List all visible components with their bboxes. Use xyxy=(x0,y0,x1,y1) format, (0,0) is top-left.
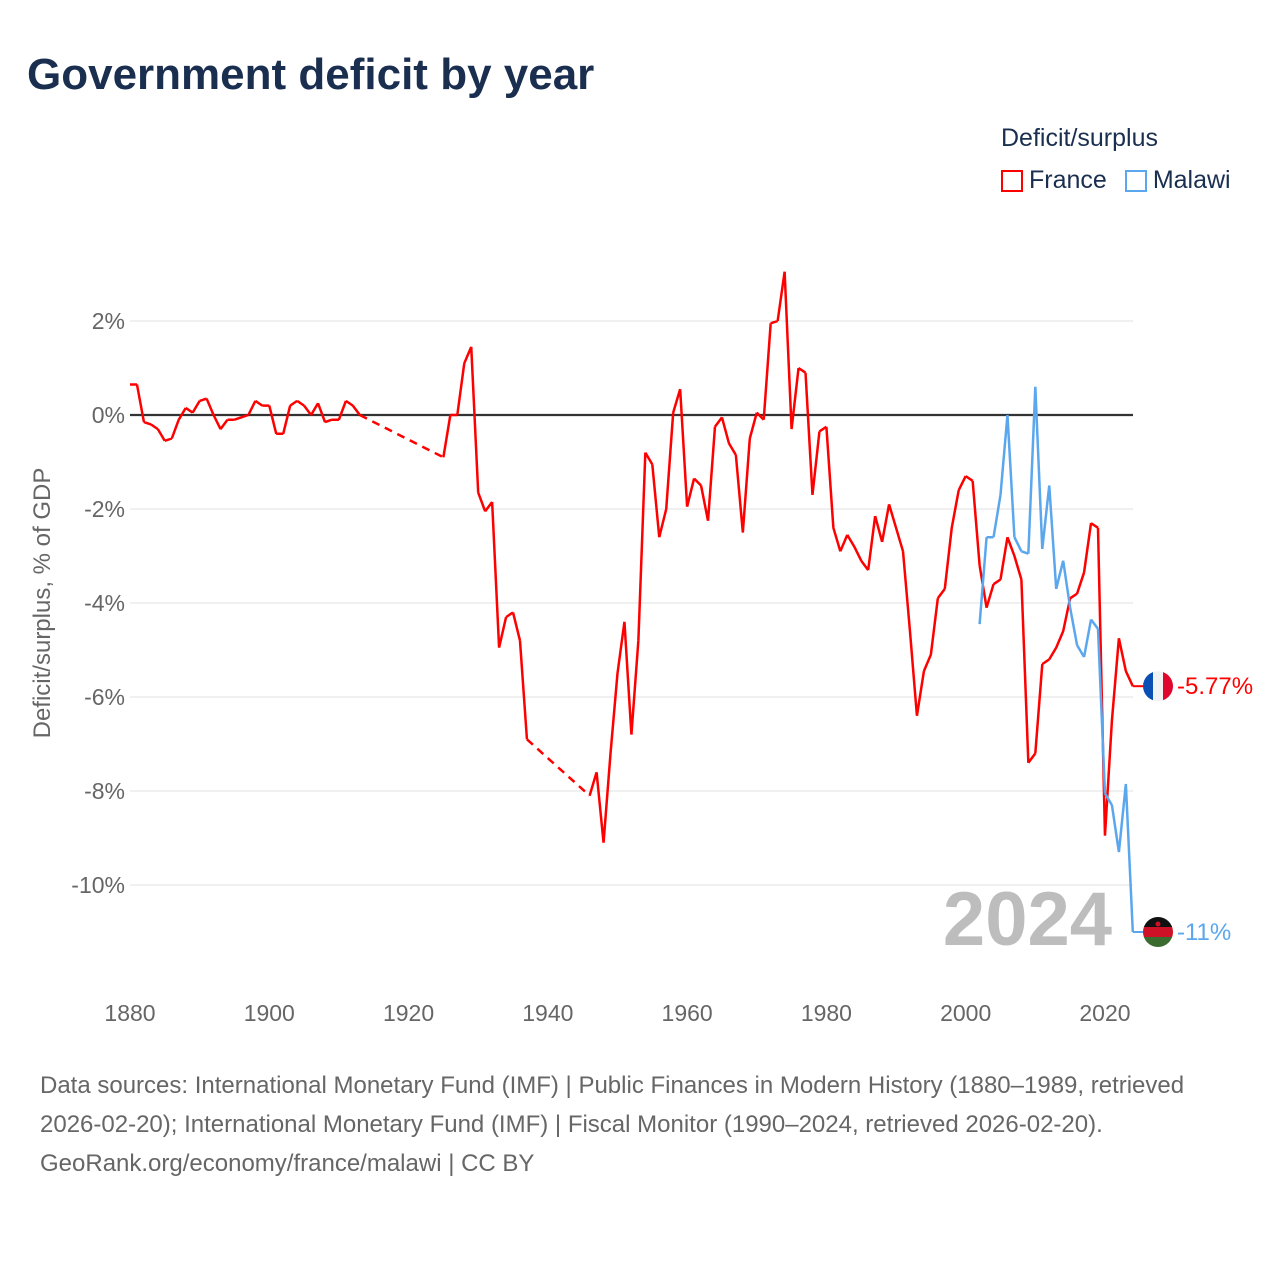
data-sources: Data sources: International Monetary Fun… xyxy=(40,1072,1185,1138)
x-tick-label: 1920 xyxy=(383,1000,434,1026)
chart-title: Government deficit by year xyxy=(27,50,595,99)
footer: Data sources: International Monetary Fun… xyxy=(40,1066,1240,1183)
x-tick-label: 1940 xyxy=(522,1000,573,1026)
y-tick-label: -4% xyxy=(84,590,125,616)
legend-label-malawi: Malawi xyxy=(1152,166,1231,194)
flag-stripe xyxy=(1153,671,1163,702)
y-tick-label: 2% xyxy=(92,308,125,334)
x-tick-label: 2020 xyxy=(1079,1000,1130,1026)
y-tick-label: 0% xyxy=(92,402,125,428)
flag-stripe xyxy=(1143,927,1173,937)
y-tick-label: -10% xyxy=(71,872,125,898)
series-gap-line-france xyxy=(359,413,591,797)
flag-stripe xyxy=(1163,671,1173,702)
y-tick-label: -8% xyxy=(84,778,125,804)
flag-malawi-icon xyxy=(1143,917,1173,947)
end-label-france: -5.77% xyxy=(1177,673,1253,700)
y-tick-label: -2% xyxy=(84,496,125,522)
legend-item-malawi[interactable]: Malawi xyxy=(1124,166,1231,195)
x-tick-label: 1900 xyxy=(244,1000,295,1026)
legend-swatch-france xyxy=(1001,169,1023,192)
flag-france-icon xyxy=(1143,671,1173,702)
legend-swatch-malawi xyxy=(1124,169,1147,192)
credit-link[interactable]: GeoRank.org/economy/france/malawi | CC B… xyxy=(40,1150,535,1177)
flag-stripe xyxy=(1143,937,1173,947)
x-tick-label: 2000 xyxy=(940,1000,991,1026)
flag-stripe xyxy=(1143,671,1153,702)
x-tick-label: 1980 xyxy=(801,1000,852,1026)
flag-sun xyxy=(1155,921,1161,927)
legend-item-france[interactable]: France xyxy=(1001,166,1107,195)
legend-title: Deficit/surplus xyxy=(1001,124,1158,152)
end-label-malawi: -11% xyxy=(1177,919,1231,946)
legend: France Malawi xyxy=(1001,166,1231,195)
year-watermark: 2024 xyxy=(943,877,1112,962)
x-tick-label: 1880 xyxy=(104,1000,155,1026)
y-tick-label: -6% xyxy=(84,684,125,710)
x-tick-label: 1960 xyxy=(662,1000,713,1026)
series-line-france xyxy=(130,271,1134,843)
series-line-malawi xyxy=(978,386,1135,933)
y-axis-label: Deficit/surplus, % of GDP xyxy=(29,468,56,739)
legend-label-france: France xyxy=(1029,166,1107,194)
